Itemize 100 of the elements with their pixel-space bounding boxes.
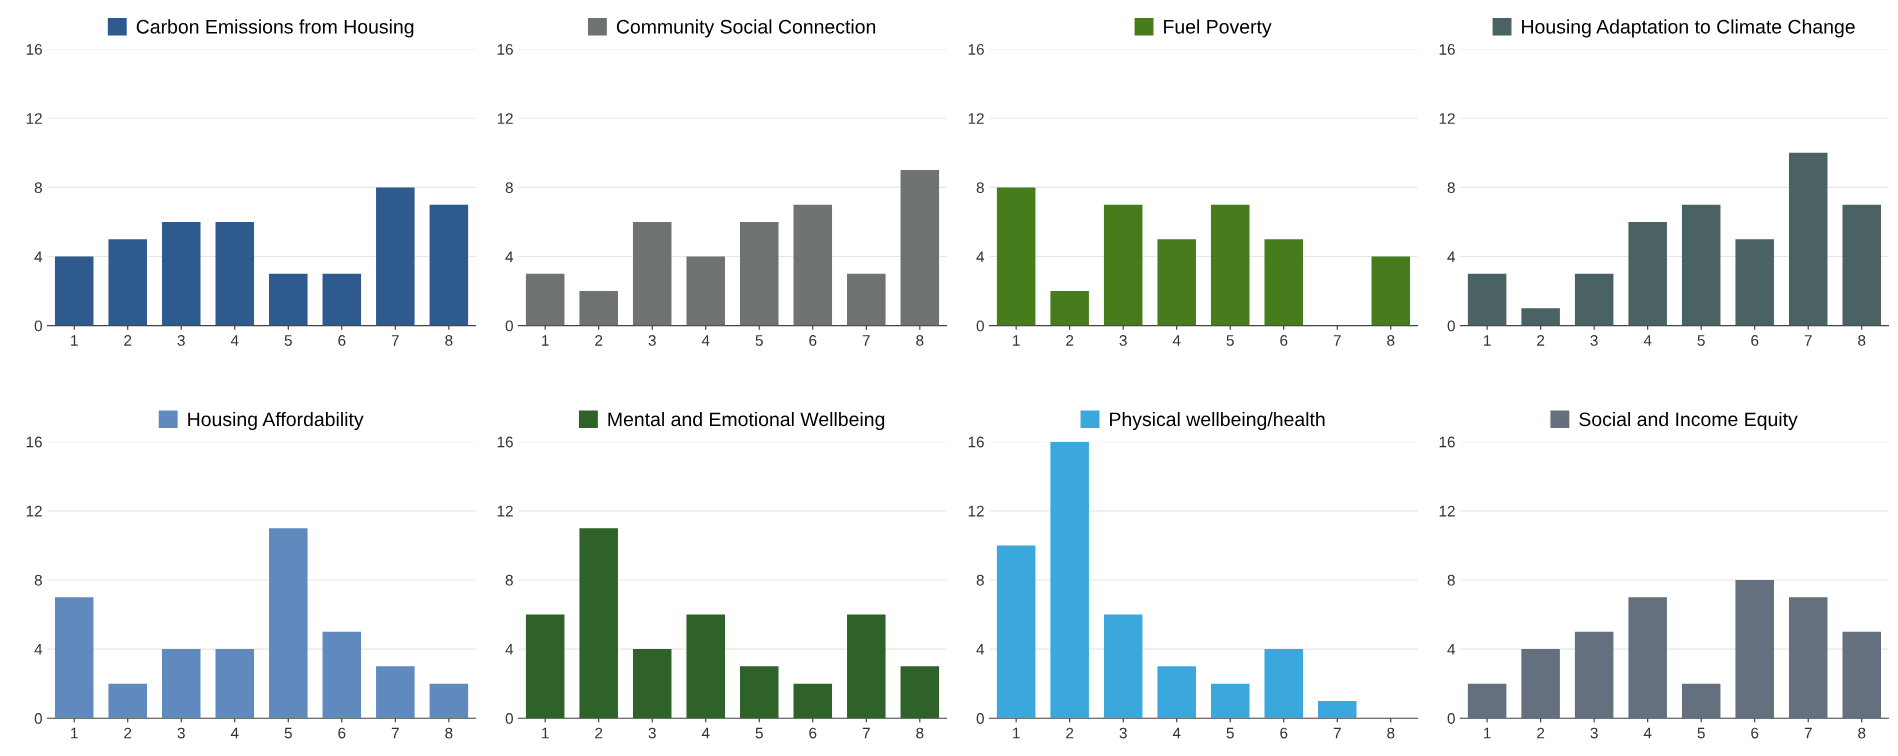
y-tick-label: 12 [1439, 505, 1455, 517]
bar [269, 273, 308, 326]
bar [376, 666, 415, 719]
y-tick-label: 8 [976, 182, 984, 194]
x-tick-label: 2 [1066, 727, 1074, 739]
x-tick-label: 5 [284, 335, 292, 346]
bar [322, 631, 362, 719]
y-tick-label: 4 [34, 251, 43, 263]
bar [1467, 273, 1507, 326]
y-tick-label: 16 [26, 436, 42, 448]
x-tick-label: 1 [1013, 727, 1020, 739]
bar [1210, 683, 1250, 719]
x-tick-label: 6 [1751, 727, 1759, 739]
y-tick-label: 12 [497, 113, 513, 124]
y-tick-label: 0 [976, 320, 984, 332]
y-tick-label: 0 [34, 320, 42, 332]
bar [1157, 239, 1196, 326]
bar [847, 273, 886, 326]
y-tick-label: 12 [497, 505, 513, 517]
x-tick-label: 3 [1119, 727, 1127, 739]
x-tick-label: 8 [445, 727, 453, 739]
x-tick-label: 6 [1751, 335, 1759, 346]
x-tick-label: 1 [71, 727, 78, 739]
bar [1264, 649, 1304, 719]
bar [739, 221, 779, 326]
legend-label: Social and Income Equity [1579, 411, 1798, 431]
x-tick-label: 3 [1590, 335, 1598, 346]
bar [108, 683, 147, 719]
x-tick-label: 3 [177, 335, 185, 346]
x-tick-label: 3 [1590, 727, 1598, 739]
x-tick-label: 4 [1643, 335, 1652, 346]
x-tick-label: 4 [701, 335, 710, 346]
bar [1467, 683, 1507, 719]
x-tick-label: 7 [1333, 727, 1341, 739]
x-tick-label: 8 [1387, 335, 1395, 346]
x-tick-label: 7 [1333, 335, 1341, 346]
x-tick-label: 6 [1280, 727, 1288, 739]
y-tick-label: 12 [968, 113, 984, 124]
y-tick-label: 4 [505, 644, 514, 655]
bar [1574, 631, 1614, 719]
bar [1050, 291, 1089, 326]
bar [322, 273, 362, 326]
legend-label: Housing Adaptation to Climate Change [1522, 19, 1855, 38]
y-tick-label: 16 [1439, 436, 1455, 448]
bar [1103, 204, 1143, 326]
y-tick-label: 8 [505, 574, 513, 586]
bar [686, 614, 725, 719]
bar [847, 614, 886, 719]
x-tick-label: 5 [755, 727, 763, 739]
x-tick-label: 2 [124, 335, 132, 346]
bar [1574, 273, 1614, 326]
bar [900, 170, 940, 326]
y-tick-label: 12 [968, 505, 984, 517]
x-tick-label: 1 [542, 335, 549, 346]
y-tick-label: 0 [976, 713, 984, 724]
y-tick-label: 8 [505, 182, 513, 194]
bar [1842, 631, 1882, 719]
x-tick-label: 5 [755, 335, 763, 346]
x-tick-label: 7 [1804, 335, 1812, 346]
x-tick-label: 1 [1484, 335, 1491, 346]
x-tick-label: 8 [1858, 727, 1866, 739]
bar [215, 649, 255, 719]
bar [1681, 204, 1721, 326]
bar [686, 256, 725, 326]
legend-label: Housing Affordability [188, 411, 364, 431]
bar [1264, 239, 1304, 326]
bar [429, 204, 469, 326]
y-tick-label: 8 [1447, 182, 1455, 194]
y-tick-label: 4 [976, 644, 985, 655]
y-tick-label: 12 [26, 113, 42, 124]
legend-label: Community Social Connection [616, 19, 876, 38]
legend-label: Fuel Poverty [1164, 19, 1272, 38]
bar [215, 221, 255, 326]
x-tick-label: 5 [1697, 335, 1705, 346]
x-tick-label: 2 [124, 727, 132, 739]
bar [1050, 441, 1089, 719]
bar [525, 614, 565, 719]
legend-label: Physical wellbeing/health [1110, 411, 1325, 431]
y-tick-label: 0 [1447, 713, 1455, 724]
bar [54, 597, 94, 719]
x-tick-label: 2 [1537, 335, 1545, 346]
x-tick-label: 7 [1804, 727, 1812, 739]
y-tick-label: 12 [1439, 113, 1455, 124]
y-tick-label: 4 [1447, 251, 1456, 263]
bar [1735, 239, 1774, 326]
y-tick-label: 4 [976, 251, 985, 263]
y-tick-label: 0 [34, 713, 42, 724]
x-tick-label: 1 [1013, 335, 1020, 346]
bar [1788, 152, 1828, 326]
x-tick-label: 7 [391, 727, 399, 739]
y-tick-label: 16 [968, 436, 984, 448]
x-tick-label: 3 [648, 335, 656, 346]
bar [579, 291, 618, 326]
bar [376, 187, 415, 326]
x-tick-label: 2 [595, 335, 603, 346]
bar [161, 649, 201, 719]
bar [900, 666, 940, 719]
bar [1157, 666, 1196, 719]
x-tick-label: 4 [1172, 727, 1181, 739]
bar [1681, 683, 1721, 719]
